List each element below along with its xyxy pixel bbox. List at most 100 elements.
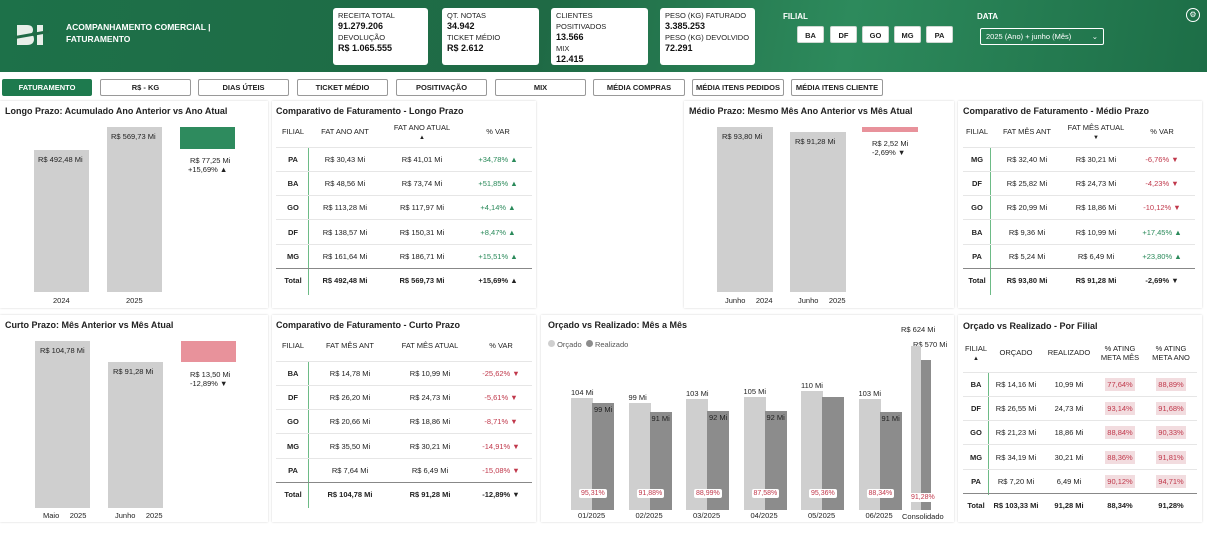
- cell: R$ 26,20 Mi: [310, 384, 390, 410]
- pct-text: 90,33%: [1156, 426, 1186, 440]
- col-header[interactable]: FAT ANO ANT: [321, 127, 369, 137]
- col-header[interactable]: FAT MÊS ANT: [325, 341, 375, 351]
- tab-mix[interactable]: MIX: [495, 79, 586, 96]
- tab-media-compras[interactable]: MÉDIA COMPRAS: [593, 79, 685, 96]
- col-header[interactable]: % VAR: [489, 341, 513, 351]
- cell-filial: PA: [963, 243, 991, 269]
- var-text: +8,47%: [480, 227, 507, 237]
- kpi-notas: QT. NOTAS 34.942 TICKET MÉDIO R$ 2.612: [442, 8, 539, 65]
- cell-filial: DF: [276, 384, 310, 410]
- x-label-month: Maio: [43, 511, 60, 520]
- col-header[interactable]: ORÇADO: [999, 348, 1033, 358]
- table-row: MG R$ 34,19 Mi 30,21 Mi 88,36% 91,81%: [963, 444, 1197, 470]
- cell: R$ 103,33 Mi: [989, 492, 1043, 518]
- col-header[interactable]: FAT MÊS ATUAL ▼: [1063, 117, 1129, 147]
- cell: R$ 10,99 Mi: [1063, 219, 1129, 245]
- col-header[interactable]: % VAR: [486, 127, 510, 137]
- pct-text: 88,84%: [1105, 426, 1135, 440]
- kpi-label: QT. NOTAS: [447, 11, 487, 20]
- tab-positivacao[interactable]: POSITIVAÇÃO: [396, 79, 487, 96]
- bar-orcado: [801, 391, 823, 510]
- tab-media-itens-pedidos[interactable]: MÉDIA ITENS PEDIDOS: [692, 79, 784, 96]
- filial-button-ba[interactable]: BA: [797, 26, 824, 43]
- triangle-up-icon: ▲: [1174, 227, 1182, 237]
- tab-media-itens-cliente[interactable]: MÉDIA ITENS CLIENTE: [791, 79, 883, 96]
- tab-dias-uteis[interactable]: DIAS ÚTEIS: [198, 79, 289, 96]
- cell-var: +51,85% ▲: [464, 170, 532, 196]
- tabela-orcado-filial: FILIAL ▲ ORÇADO REALIZADO % ATING META MÊS % …: [963, 334, 1197, 518]
- cell-ating-mes: 77,64%: [1095, 371, 1145, 397]
- filial-button-mg[interactable]: MG: [894, 26, 921, 43]
- bar-2024: [34, 150, 89, 292]
- col-header[interactable]: FILIAL: [281, 341, 305, 351]
- delta-pct: -2,69% ▼: [872, 148, 905, 157]
- cell: R$ 5,24 Mi: [991, 243, 1063, 269]
- col-header[interactable]: % ATING META MÊS: [1100, 343, 1140, 362]
- triangle-down-icon: ▼: [512, 441, 520, 451]
- consolidado-orcado-label: R$ 624 Mi: [901, 325, 936, 334]
- cell-filial: MG: [276, 243, 310, 269]
- bar-label: R$ 91,28 Mi: [113, 367, 154, 376]
- cell: R$ 48,56 Mi: [310, 170, 380, 196]
- table-row: PA R$ 30,43 Mi R$ 41,01 Mi +34,78% ▲: [276, 146, 532, 172]
- bar-junho: [108, 362, 163, 508]
- var-text: +4,14%: [480, 203, 507, 213]
- tabela-longo-prazo-title: Comparativo de Faturamento - Longo Prazo: [276, 106, 464, 116]
- tab-faturamento[interactable]: FATURAMENTO: [2, 79, 92, 96]
- delta-pct-text: -2,69%: [872, 148, 896, 157]
- chevron-down-icon: ⌄: [1091, 32, 1098, 41]
- triangle-up-icon: ▲: [510, 178, 518, 188]
- triangle-down-icon: ▼: [1171, 178, 1179, 188]
- filial-button-df[interactable]: DF: [830, 26, 857, 43]
- cell-filial: MG: [276, 433, 310, 459]
- cell: R$ 41,01 Mi: [380, 146, 464, 172]
- tabela-curto-prazo: FILIAL FAT MÊS ANT FAT MÊS ATUAL% VAR BA R$…: [276, 331, 532, 507]
- label-orcado: 99 Mi: [628, 393, 647, 403]
- col-header[interactable]: FAT MÊS ATUAL: [401, 341, 459, 351]
- col-header[interactable]: FAT MÊS ANT: [1002, 127, 1052, 137]
- settings-icon[interactable]: ⚙: [1186, 8, 1200, 22]
- cell: Total: [276, 481, 310, 507]
- cell: R$ 492,48 Mi: [310, 267, 380, 293]
- col-header[interactable]: FAT ANO ATUAL ▲: [380, 117, 464, 147]
- sort-desc-icon: ▲: [419, 134, 425, 141]
- cell-var: -15,08% ▼: [470, 457, 532, 483]
- col-header[interactable]: FILIAL: [281, 127, 305, 137]
- filial-button-pa[interactable]: PA: [926, 26, 953, 43]
- triangle-down-icon: ▼: [512, 368, 520, 378]
- x-label: 04/2025: [750, 511, 778, 520]
- kpi-value: R$ 2.612: [447, 43, 484, 53]
- kpi-label: TICKET MÉDIO: [447, 33, 501, 42]
- tab-rs-kg[interactable]: R$ - KG: [100, 79, 191, 96]
- label-orcado: 104 Mi: [571, 387, 594, 397]
- col-header[interactable]: FILIAL ▲: [963, 334, 989, 372]
- kpi-value: 34.942: [447, 21, 475, 31]
- cell-filial: DF: [963, 395, 989, 421]
- cell: Total: [276, 267, 310, 293]
- triangle-down-icon: ▼: [220, 379, 228, 388]
- var-text: -5,61%: [484, 392, 509, 402]
- kpi-label: PESO (KG) FATURADO: [665, 11, 747, 20]
- cell-var: +17,45% ▲: [1129, 219, 1195, 245]
- cell: R$ 35,50 Mi: [310, 433, 390, 459]
- triangle-down-icon: ▼: [1171, 276, 1179, 286]
- label-realizado: 92 Mi: [766, 412, 785, 422]
- col-header[interactable]: % ATING META ANO: [1152, 343, 1190, 362]
- col-header[interactable]: % VAR: [1150, 127, 1174, 137]
- triangle-down-icon: ▼: [1171, 154, 1179, 164]
- bar-2025: [107, 127, 162, 292]
- cell: R$ 14,16 Mi: [989, 371, 1043, 397]
- table-row: BA R$ 48,56 Mi R$ 73,74 Mi +51,85% ▲: [276, 170, 532, 196]
- cell-var: +8,47% ▲: [464, 219, 532, 245]
- filial-button-go[interactable]: GO: [862, 26, 889, 43]
- bar-orcado: [858, 398, 881, 510]
- col-header[interactable]: FILIAL: [965, 127, 989, 137]
- longo-prazo-title: Longo Prazo: Acumulado Ano Anterior vs A…: [5, 106, 228, 116]
- data-dropdown[interactable]: 2025 (Ano) + junho (Mês) ⌄: [980, 28, 1104, 45]
- chart-legend: Orçado Realizado: [548, 340, 628, 349]
- kpi-value: 12.415: [556, 54, 584, 64]
- cell: R$ 20,99 Mi: [991, 195, 1063, 220]
- tab-ticket-medio[interactable]: TICKET MÉDIO: [297, 79, 388, 96]
- col-header[interactable]: REALIZADO: [1047, 348, 1091, 358]
- cell-ating-mes: 90,12%: [1095, 468, 1145, 494]
